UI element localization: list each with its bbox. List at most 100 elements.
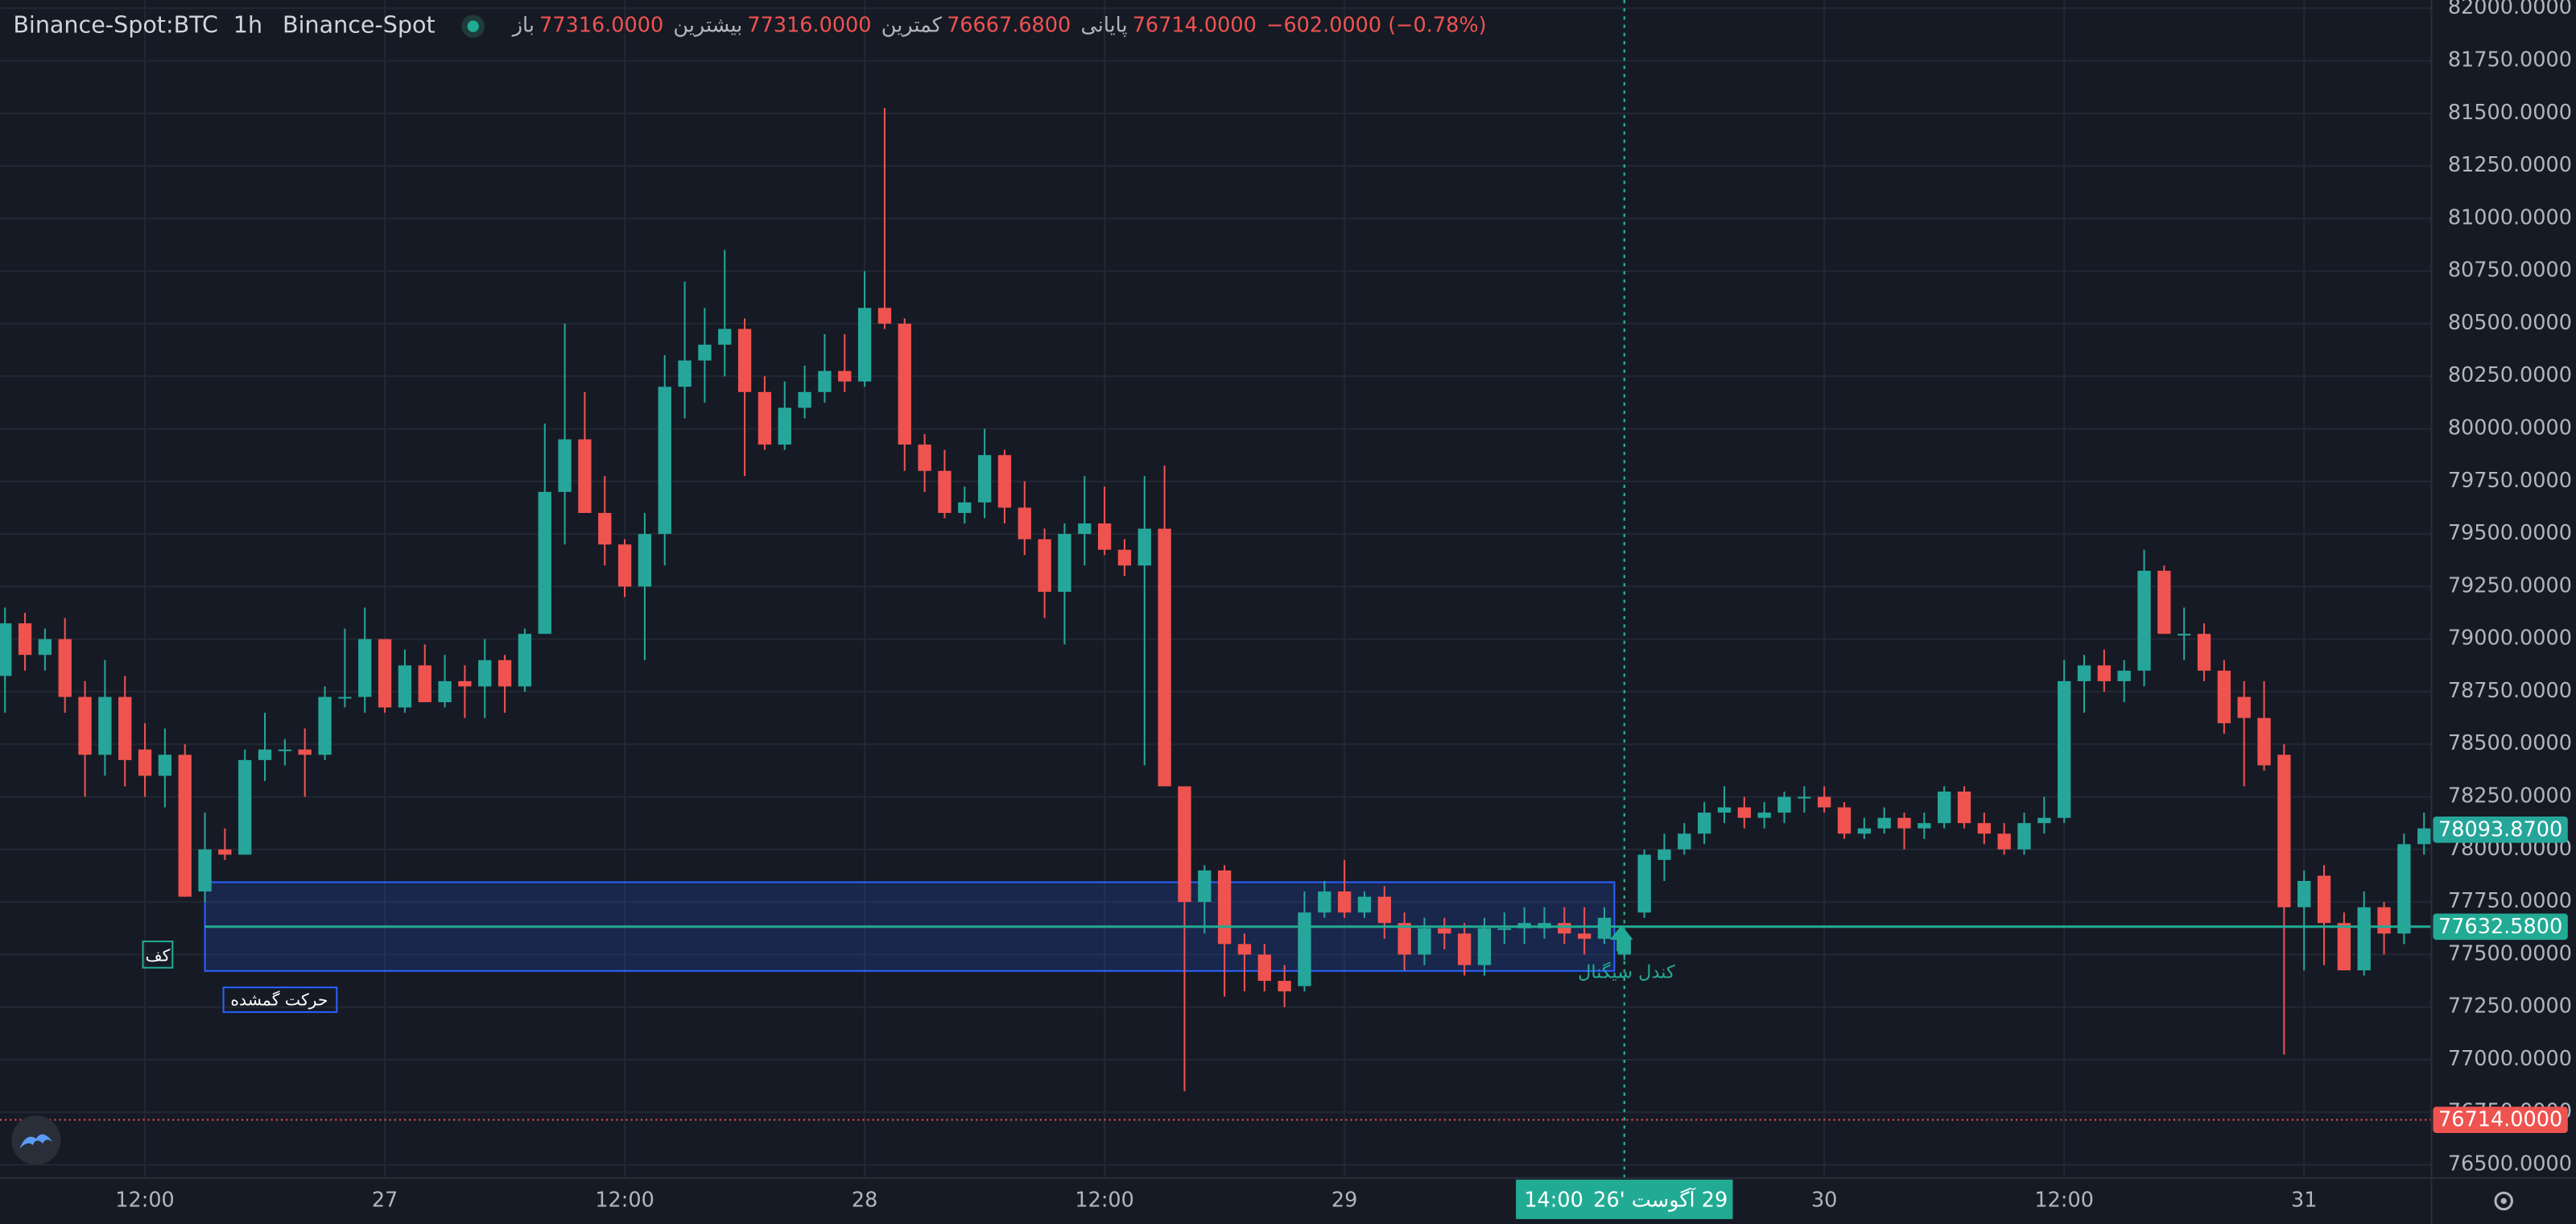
settings-icon[interactable] — [2494, 1191, 2513, 1211]
candle-body — [1837, 807, 1852, 834]
candle-body — [1558, 923, 1571, 934]
candle-body — [1058, 534, 1071, 592]
candle-body — [538, 491, 551, 635]
interval[interactable]: 1h — [233, 11, 262, 39]
candle-body — [638, 534, 652, 587]
candle-body — [1798, 796, 1811, 799]
price-label: 76714.0000 — [2438, 1108, 2562, 1132]
candle-body — [1977, 823, 1992, 834]
candle-body — [458, 680, 472, 687]
x-tick-label: 12:00 — [595, 1188, 654, 1212]
price-label: 78093.8700 — [2438, 817, 2562, 842]
gear[interactable] — [2494, 1191, 2513, 1211]
y-tick-label: 79500.0000 — [2448, 521, 2572, 545]
y-tick-label: 77500.0000 — [2448, 941, 2572, 966]
candle-body — [1237, 944, 1252, 955]
candle-body — [798, 391, 811, 408]
candle-body — [678, 360, 691, 387]
x-tick-label: 27 — [372, 1188, 398, 1212]
crosshair-date: 29 آگوست '26 — [1593, 1187, 1728, 1212]
candle-body — [1877, 817, 1891, 829]
candle-body — [178, 755, 192, 897]
candle-body — [497, 660, 512, 687]
price-label-box — [2433, 913, 2568, 941]
legend-value: 77316.0000 — [539, 14, 663, 38]
candle-body — [158, 755, 172, 776]
candle-body — [98, 697, 112, 755]
candle-body — [1577, 933, 1591, 939]
candle-body — [2077, 665, 2091, 681]
candle-body — [1377, 896, 1391, 924]
candle-body — [238, 759, 252, 855]
legend-label: بیشترین — [673, 14, 742, 38]
candle-body — [1278, 981, 1291, 992]
candle-body — [1997, 833, 2011, 850]
y-tick-label: 79000.0000 — [2448, 626, 2572, 651]
candle-body — [758, 391, 772, 445]
candle-body — [718, 329, 732, 345]
candle-body — [857, 308, 872, 382]
candle-body — [737, 329, 752, 392]
candle-body — [1397, 923, 1411, 955]
logo[interactable] — [11, 1115, 61, 1165]
candle-body — [1097, 523, 1112, 550]
candle-body — [2357, 907, 2371, 970]
candle-body — [378, 639, 392, 708]
candle-body — [1198, 870, 1212, 903]
candle-body — [558, 439, 572, 492]
candle-body — [2317, 875, 2331, 924]
x-tick-label: 12:00 — [1075, 1188, 1134, 1212]
axes: 76500.000076750.000077000.000077250.0000… — [115, 0, 2572, 1219]
candle-body — [1957, 792, 1971, 824]
candle-body — [0, 623, 12, 676]
legend-label: پایانی — [1080, 14, 1127, 38]
grid — [0, 0, 2432, 1178]
candle-body — [778, 407, 791, 445]
candle-body — [2157, 570, 2171, 635]
candle-body — [298, 749, 312, 755]
candle-body — [1757, 813, 1771, 818]
candle-body — [398, 665, 412, 708]
candle-body — [1257, 954, 1271, 982]
candle-body — [2097, 665, 2112, 681]
candle-body — [977, 455, 992, 502]
crosshair-time-box — [1516, 1179, 1733, 1219]
candle-body — [617, 544, 632, 587]
candle-body — [218, 849, 232, 855]
candle-body — [1737, 807, 1751, 818]
x-tick-label: 12:00 — [115, 1188, 175, 1212]
status-dot — [467, 20, 479, 32]
gear-center — [2500, 1197, 2507, 1205]
candle-body — [1497, 928, 1511, 930]
candle-body — [338, 697, 352, 699]
candle-body — [1018, 507, 1031, 540]
y-tick-label: 78500.0000 — [2448, 731, 2572, 755]
y-tick-label: 77250.0000 — [2448, 994, 2572, 1019]
candle-body — [658, 387, 671, 535]
candle-body — [1038, 539, 1051, 592]
x-tick-label: 29 — [1331, 1188, 1357, 1212]
candle-body — [1678, 833, 1691, 850]
candle-body — [2277, 755, 2291, 908]
candle-body — [198, 849, 212, 892]
candle-body — [258, 749, 272, 760]
candle-body — [78, 697, 92, 755]
candle-body — [1137, 528, 1151, 566]
price-label-box — [2433, 816, 2568, 843]
x-tick-label: 12:00 — [2034, 1188, 2094, 1212]
legend-value: 76667.6800 — [947, 14, 1071, 38]
legend-change: −602.0000 (−0.78%) — [1266, 14, 1486, 38]
candle-body — [1818, 796, 1831, 808]
exchange[interactable]: Binance-Spot — [283, 11, 436, 39]
candle-body — [1178, 786, 1191, 903]
x-tick-label: 30 — [1811, 1188, 1837, 1212]
candle-body — [418, 665, 431, 703]
missing-move-label: حرکت گمشده — [230, 990, 328, 1010]
x-tick-label: 28 — [852, 1188, 877, 1212]
symbol[interactable]: Binance-Spot:BTC — [13, 11, 218, 39]
candle-body — [2417, 828, 2431, 845]
y-tick-label: 81250.0000 — [2448, 153, 2572, 177]
candle-body — [1637, 854, 1651, 913]
x-tick-label: 31 — [2291, 1188, 2317, 1212]
